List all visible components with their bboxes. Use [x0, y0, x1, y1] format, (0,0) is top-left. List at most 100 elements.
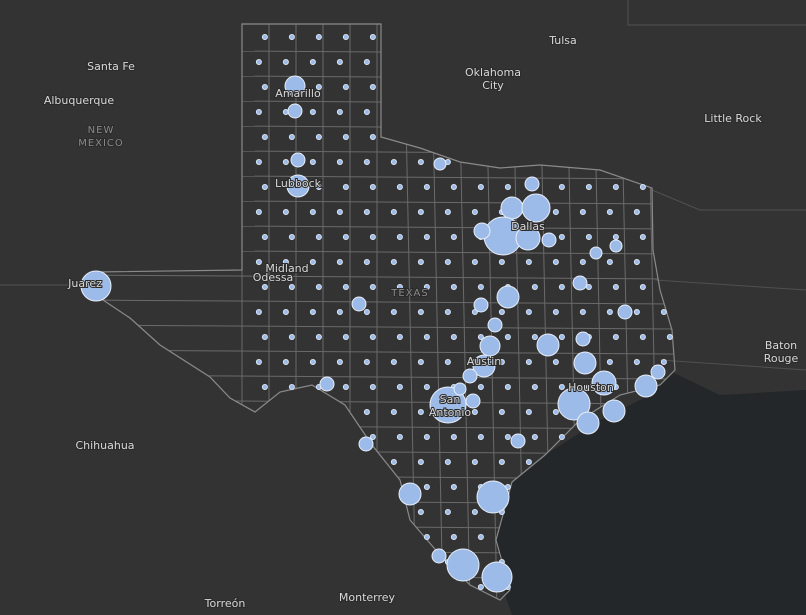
marker — [342, 383, 349, 390]
marker — [450, 283, 457, 290]
marker — [639, 283, 646, 290]
marker — [287, 103, 303, 119]
place-label: Little Rock — [704, 112, 762, 125]
marker — [431, 548, 447, 564]
marker — [450, 433, 457, 440]
marker — [261, 84, 268, 91]
marker — [465, 393, 481, 409]
marker — [342, 283, 349, 290]
place-label: Odessa — [253, 271, 294, 284]
marker — [453, 382, 467, 396]
place-label: Tulsa — [548, 34, 577, 47]
marker — [573, 351, 597, 375]
place-label: Monterrey — [339, 591, 396, 604]
marker — [633, 358, 640, 365]
marker — [589, 246, 603, 260]
marker — [369, 34, 376, 41]
marker — [423, 433, 430, 440]
marker — [390, 408, 397, 415]
marker — [515, 225, 541, 251]
marker — [612, 283, 619, 290]
marker — [288, 34, 295, 41]
marker — [477, 584, 484, 591]
marker — [261, 233, 268, 240]
marker — [606, 308, 613, 315]
marker — [369, 133, 376, 140]
marker — [472, 354, 496, 378]
marker — [450, 534, 457, 541]
marker — [471, 258, 478, 265]
county-line — [85, 324, 675, 330]
marker — [633, 308, 640, 315]
marker — [639, 233, 646, 240]
marker — [444, 508, 451, 515]
marker — [634, 374, 658, 398]
place-label: TEXAS — [390, 288, 428, 299]
marker — [255, 59, 262, 66]
marker — [261, 133, 268, 140]
marker — [487, 317, 503, 333]
labels: Tulsa Santa Fe Albuquerque NEW MEXICO Oklahom… — [43, 33, 800, 611]
marker — [369, 233, 376, 240]
markers — [80, 34, 673, 593]
marker — [471, 208, 478, 215]
marker — [531, 283, 538, 290]
place-label: NEW — [88, 125, 115, 136]
marker — [255, 109, 262, 116]
marker — [390, 258, 397, 265]
marker — [309, 358, 316, 365]
marker — [261, 283, 268, 290]
marker — [261, 383, 268, 390]
marker — [342, 34, 349, 41]
marker — [288, 133, 295, 140]
marker — [363, 408, 370, 415]
marker — [531, 383, 538, 390]
marker — [423, 183, 430, 190]
place-label: Lubbock — [275, 177, 322, 190]
marker — [462, 368, 478, 384]
marker — [282, 258, 289, 265]
marker — [309, 109, 316, 116]
marker — [650, 364, 666, 380]
marker — [282, 208, 289, 215]
marker — [390, 158, 397, 165]
marker — [363, 208, 370, 215]
marker — [423, 233, 430, 240]
marker — [609, 239, 623, 253]
marker — [80, 270, 112, 302]
marker — [477, 183, 484, 190]
marker — [444, 358, 451, 365]
marker — [363, 308, 370, 315]
marker — [315, 333, 322, 340]
marker — [606, 258, 613, 265]
marker — [423, 333, 430, 340]
marker — [396, 283, 403, 290]
marker — [591, 370, 617, 396]
marker — [500, 196, 524, 220]
marker — [444, 458, 451, 465]
marker — [585, 383, 592, 390]
place-label: Santa Fe — [87, 60, 135, 73]
marker — [552, 358, 559, 365]
marker — [309, 308, 316, 315]
marker — [261, 183, 268, 190]
marker — [633, 258, 640, 265]
place-label: San — [440, 393, 461, 406]
place-label: Baton — [765, 339, 797, 352]
marker — [531, 333, 538, 340]
marker — [606, 358, 613, 365]
marker — [282, 158, 289, 165]
marker — [579, 208, 586, 215]
marker — [558, 183, 565, 190]
marker — [363, 358, 370, 365]
marker — [498, 408, 505, 415]
marker — [358, 436, 374, 452]
marker — [558, 333, 565, 340]
marker — [525, 458, 532, 465]
place-label: Midland — [265, 262, 308, 275]
place-label: Antonio — [429, 406, 472, 419]
marker — [525, 358, 532, 365]
marker — [450, 333, 457, 340]
marker — [417, 158, 424, 165]
